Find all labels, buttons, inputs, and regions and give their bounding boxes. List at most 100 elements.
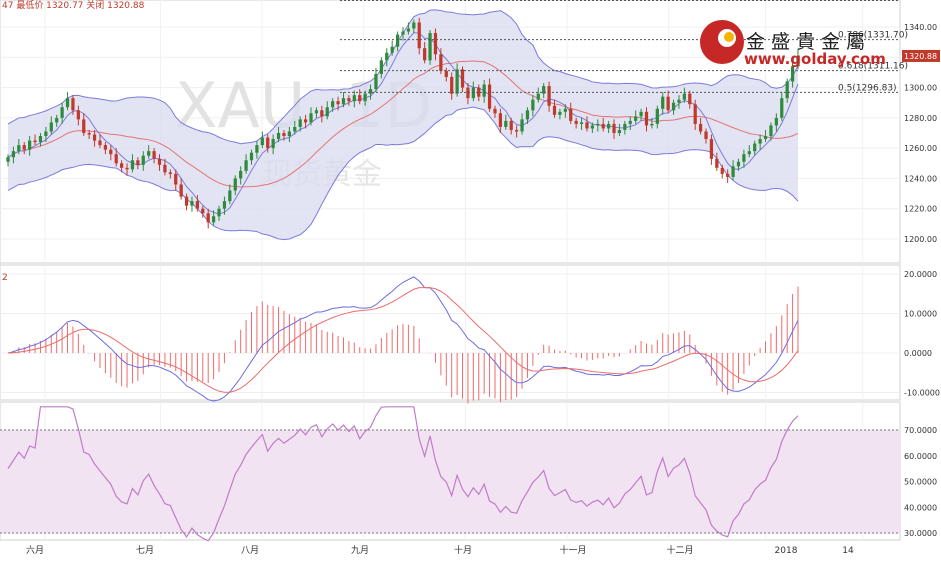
price-tick-label: 1200.00 — [904, 235, 937, 244]
candle — [65, 92, 70, 111]
candle — [55, 114, 59, 127]
candle — [585, 116, 589, 132]
candle — [720, 164, 724, 179]
candle-body — [49, 122, 53, 132]
candle-body — [612, 123, 616, 133]
candle — [433, 28, 438, 61]
candle-body — [688, 93, 692, 105]
candle — [655, 105, 659, 129]
x-tick-label: 六月 — [26, 544, 44, 556]
x-tick-label: 八月 — [241, 545, 259, 556]
candle — [790, 61, 795, 88]
candle-body — [753, 143, 757, 152]
candle-body — [11, 151, 16, 158]
candle-body — [558, 111, 562, 115]
candle-body — [726, 173, 730, 177]
candle-body — [65, 98, 70, 108]
macd-tick-label: 0.0000 — [904, 349, 932, 358]
candle — [201, 205, 205, 218]
logo-url: www.golday.com — [744, 50, 886, 68]
candle-body — [82, 119, 86, 133]
candle — [260, 131, 264, 149]
candle-body — [368, 89, 373, 94]
candle-body — [520, 119, 524, 132]
candle — [509, 117, 513, 135]
candle — [709, 134, 714, 165]
candle — [693, 99, 697, 130]
candle — [731, 160, 735, 180]
candle-body — [698, 123, 703, 132]
bollinger-fill — [8, 9, 798, 240]
candle-body — [347, 98, 351, 102]
candle-body — [331, 101, 335, 108]
candle-body — [109, 149, 113, 155]
candle-body — [515, 129, 519, 132]
candle — [271, 134, 275, 155]
candle-body — [401, 31, 405, 35]
candle-body — [255, 145, 259, 153]
candle-body — [606, 123, 611, 129]
candle-body — [596, 123, 600, 126]
candle-body — [504, 120, 508, 127]
candle-body — [174, 173, 178, 185]
rsi-tick-label: 40.0000 — [904, 503, 937, 512]
candle-body — [184, 196, 189, 206]
candle — [320, 105, 324, 123]
candle — [412, 19, 416, 34]
candle — [98, 134, 102, 149]
candle-body — [55, 117, 59, 123]
candle-body — [466, 87, 470, 99]
candle — [763, 129, 768, 143]
candle-body — [341, 98, 346, 105]
candle — [552, 99, 557, 118]
candle — [563, 104, 567, 118]
candle-body — [736, 161, 741, 167]
candle — [515, 125, 519, 138]
candle-body — [336, 101, 340, 105]
candle-body — [217, 208, 221, 217]
candle-body — [574, 120, 578, 124]
candle — [92, 129, 97, 147]
candle-body — [547, 86, 551, 106]
candle — [796, 49, 800, 70]
candle-body — [650, 123, 654, 126]
candle-body — [163, 164, 167, 173]
candle — [531, 95, 535, 117]
last-price-tag — [902, 49, 940, 62]
candle-body — [395, 34, 400, 47]
candle-body — [244, 160, 248, 171]
candle — [704, 128, 708, 144]
candle — [233, 175, 237, 196]
candle — [774, 113, 778, 132]
candle — [341, 92, 346, 108]
bollinger-lower-line — [7, 106, 799, 241]
candle — [623, 120, 627, 135]
candle — [325, 101, 329, 120]
candle — [671, 99, 676, 115]
candle-body — [509, 120, 513, 130]
candle-body — [114, 154, 118, 164]
candle-body — [763, 136, 768, 140]
candle-body — [201, 208, 205, 214]
candle-body — [412, 22, 416, 29]
x-tick-label: 十月 — [454, 544, 472, 556]
candle-body — [282, 133, 286, 137]
fib-level-label: 0.786(1331.70) — [838, 31, 908, 41]
candle-body — [493, 108, 497, 114]
fibonacci-levels: 1(1357.53) 0.786(1331.70) 0.618(1311.16) 0.… — [340, 0, 908, 93]
candle-body — [190, 201, 194, 206]
candle-body — [120, 163, 124, 168]
candle — [606, 120, 611, 133]
candle — [477, 84, 481, 102]
macd-pane-label: 2 — [2, 273, 8, 283]
rsi-tick-label: 30.0000 — [904, 529, 937, 538]
axes: 1360.001340.001320.001300.001280.001260.… — [26, 0, 940, 556]
candle-body — [780, 98, 784, 118]
candle — [569, 102, 573, 124]
candle — [109, 145, 113, 161]
candle — [639, 108, 643, 121]
candle — [747, 145, 751, 158]
candle — [222, 196, 227, 215]
candle-body — [439, 54, 443, 71]
candle-body — [585, 122, 589, 129]
